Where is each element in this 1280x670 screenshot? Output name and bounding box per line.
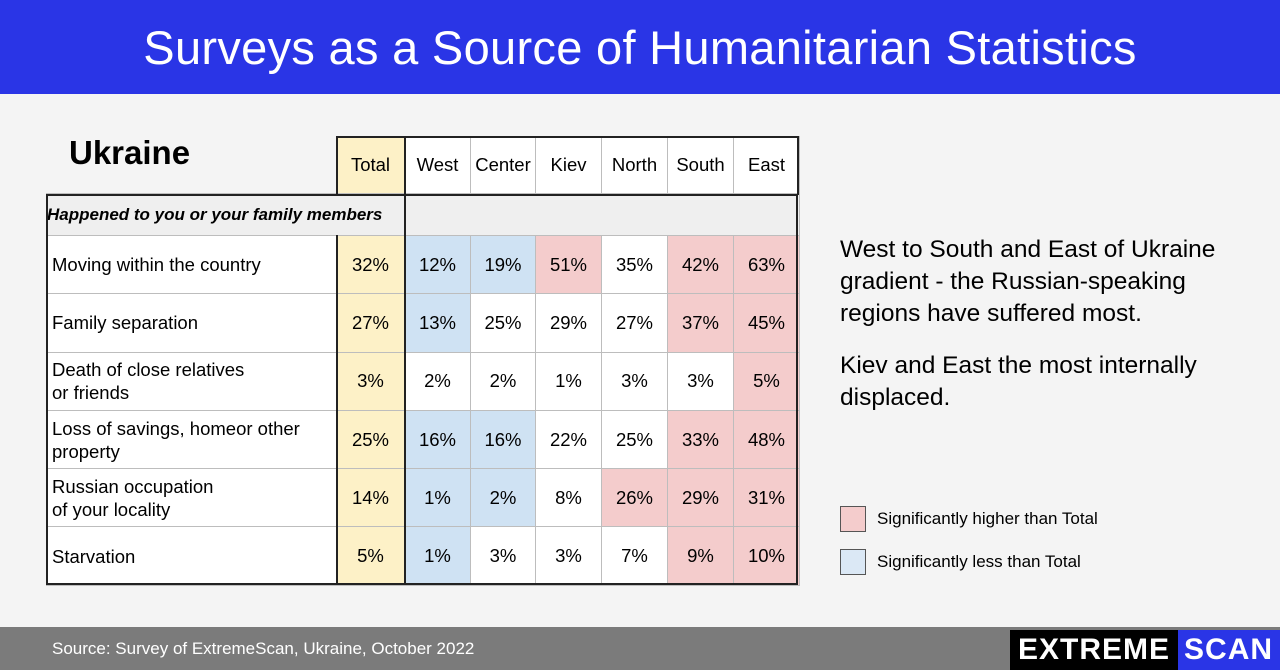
row-label-line: or friends	[52, 382, 130, 404]
legend-label-low: Significantly less than Total	[877, 552, 1081, 571]
extremescan-logo: EXTREME SCAN	[1010, 630, 1280, 670]
column-header-total: Total	[336, 136, 405, 194]
table-row: Moving within the country 32% 12% 19% 51% 35%…	[46, 234, 800, 295]
legend-label-high: Significantly higher than Total	[877, 509, 1098, 528]
value-cell-center: 2%	[470, 468, 536, 528]
column-header-west: West	[404, 136, 471, 194]
value-cell-west: 1%	[404, 468, 471, 528]
logo-text-scan: SCAN	[1178, 630, 1280, 670]
title-bar: Surveys as a Source of Humanitarian Stat…	[0, 0, 1280, 94]
value-cell-kiev: 29%	[535, 293, 602, 353]
value-cell-west: 13%	[404, 293, 471, 353]
row-label-line: Death of close relatives	[52, 359, 245, 381]
value-cell-north: 7%	[601, 526, 668, 586]
value-cell-south: 3%	[667, 351, 734, 411]
value-cell-west: 16%	[404, 409, 471, 470]
region-label: Ukraine	[69, 134, 191, 171]
section-title: Happened to you or your family members	[46, 193, 800, 236]
section-header-row: Happened to you or your family members	[46, 193, 800, 236]
value-cell-east: 48%	[733, 409, 800, 470]
row-label-line: of your locality	[52, 498, 171, 520]
value-cell-center: 3%	[470, 526, 536, 586]
page-title: Surveys as a Source of Humanitarian Stat…	[143, 20, 1137, 74]
value-cell-total: 5%	[336, 526, 405, 586]
table-row: Death of close relatives or friends 3% 2% 2%…	[46, 351, 800, 411]
value-cell-east: 31%	[733, 468, 800, 528]
table-row: Starvation 5% 1% 3% 3% 7% 9% 10%	[46, 526, 800, 586]
column-header-south: South	[667, 136, 734, 194]
legend-swatch-low	[840, 549, 866, 575]
row-label: Family separation	[46, 293, 337, 353]
value-cell-south: 33%	[667, 409, 734, 470]
table-row: Loss of savings, homeor other property 25%…	[46, 409, 800, 470]
legend-swatch-high	[840, 506, 866, 532]
value-cell-north: 26%	[601, 468, 668, 528]
value-cell-south: 9%	[667, 526, 734, 586]
legend: Significantly higher than Total Signific…	[840, 505, 1098, 591]
value-cell-kiev: 22%	[535, 409, 602, 470]
row-label-line: Moving within the country	[52, 254, 261, 276]
value-cell-west: 1%	[404, 526, 471, 586]
survey-table: Total West Center Kiev North South East Happene…	[46, 136, 800, 586]
value-cell-south: 37%	[667, 293, 734, 353]
note-gradient: West to South and East of Ukraine gradie…	[840, 236, 1216, 327]
value-cell-kiev: 1%	[535, 351, 602, 411]
logo-text-extreme: EXTREME	[1010, 630, 1179, 670]
row-label-line: Family separation	[52, 312, 199, 334]
row-label-line: Russian occupation	[52, 475, 214, 497]
value-cell-kiev: 8%	[535, 468, 602, 528]
row-label: Loss of savings, homeor other property	[46, 409, 337, 470]
row-label: Death of close relatives or friends	[46, 351, 337, 411]
value-cell-east: 45%	[733, 293, 800, 353]
value-cell-west: 12%	[404, 234, 471, 295]
value-cell-north: 25%	[601, 409, 668, 470]
value-cell-kiev: 51%	[535, 234, 602, 295]
value-cell-total: 27%	[336, 293, 405, 353]
value-cell-kiev: 3%	[535, 526, 602, 586]
value-cell-total: 3%	[336, 351, 405, 411]
value-cell-north: 27%	[601, 293, 668, 353]
value-cell-total: 32%	[336, 234, 405, 295]
column-header-north: North	[601, 136, 668, 194]
value-cell-center: 16%	[470, 409, 536, 470]
value-cell-east: 5%	[733, 351, 800, 411]
header-blank-cell	[47, 137, 337, 194]
value-cell-south: 29%	[667, 468, 734, 528]
value-cell-north: 35%	[601, 234, 668, 295]
column-header-center: Center	[470, 136, 536, 194]
value-cell-south: 42%	[667, 234, 734, 295]
legend-item-low: Significantly less than Total	[840, 548, 1098, 576]
row-label: Russian occupation of your locality	[46, 468, 337, 528]
value-cell-east: 63%	[733, 234, 800, 295]
legend-item-high: Significantly higher than Total	[840, 505, 1098, 533]
value-cell-center: 19%	[470, 234, 536, 295]
row-label-line: Loss of savings, homeor other	[52, 417, 300, 439]
value-cell-center: 25%	[470, 293, 536, 353]
column-header-row: Total West Center Kiev North South East	[47, 136, 800, 194]
row-label: Moving within the country	[46, 234, 337, 295]
table-row: Russian occupation of your locality 14% 1% 2…	[46, 468, 800, 528]
row-label-line: Starvation	[52, 545, 136, 567]
value-cell-east: 10%	[733, 526, 800, 586]
source-note: Source: Survey of ExtremeScan, Ukraine, …	[52, 639, 475, 658]
column-header-kiev: Kiev	[535, 136, 602, 194]
value-cell-west: 2%	[404, 351, 471, 411]
notes-panel: West to South and East of Ukraine gradie…	[840, 234, 1250, 434]
note-displaced: Kiev and East the most internally displa…	[840, 352, 1197, 411]
value-cell-total: 25%	[336, 409, 405, 470]
row-label: Starvation	[46, 526, 337, 586]
value-cell-center: 2%	[470, 351, 536, 411]
value-cell-north: 3%	[601, 351, 668, 411]
table-row: Family separation 27% 13% 25% 29% 27% 37% 45%	[46, 293, 800, 353]
row-label-line: property	[52, 440, 120, 462]
column-header-east: East	[733, 136, 800, 194]
value-cell-total: 14%	[336, 468, 405, 528]
